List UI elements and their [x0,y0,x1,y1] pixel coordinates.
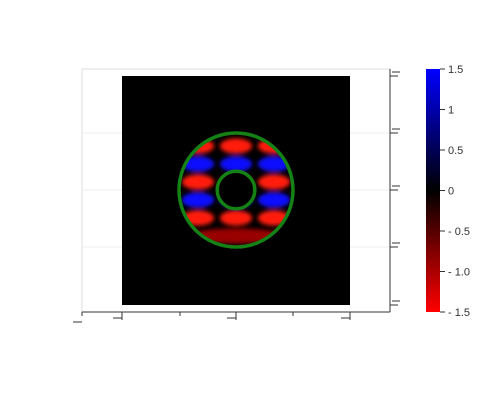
heatmap-lobe [219,138,253,154]
heatmap-lobe [187,228,285,244]
heatmap-lobe [257,156,291,172]
colorbar-tick-label: - 0.5 [448,226,470,238]
colorbar-tick-label: 0 [448,186,454,198]
heatmap-lobe [181,156,215,172]
heatmap-lobe [181,174,215,190]
heatmap-lobe [257,174,291,190]
heatmap-lobe [219,210,253,226]
axis-ticks [73,69,400,323]
outer-ring [177,131,295,249]
colorbar [426,69,440,312]
colorbar-tick-label: 1 [448,105,454,117]
colorbar-tick-label: - 1.5 [448,307,470,319]
inner-ring [215,169,257,211]
colorbar-tick-label: 0.5 [448,145,463,157]
heatmap-lobe [181,192,215,208]
heatmap-background [122,76,350,305]
heatmap-lobe [257,192,291,208]
colorbar-ticks: 1.5 1 0.5 0 - 0.5 - 1.0 - 1.5 [440,64,470,319]
colorbar-tick-label: - 1.0 [448,267,470,279]
colorbar-tick-label: 1.5 [448,64,463,76]
heatmap-lobe [219,156,253,172]
